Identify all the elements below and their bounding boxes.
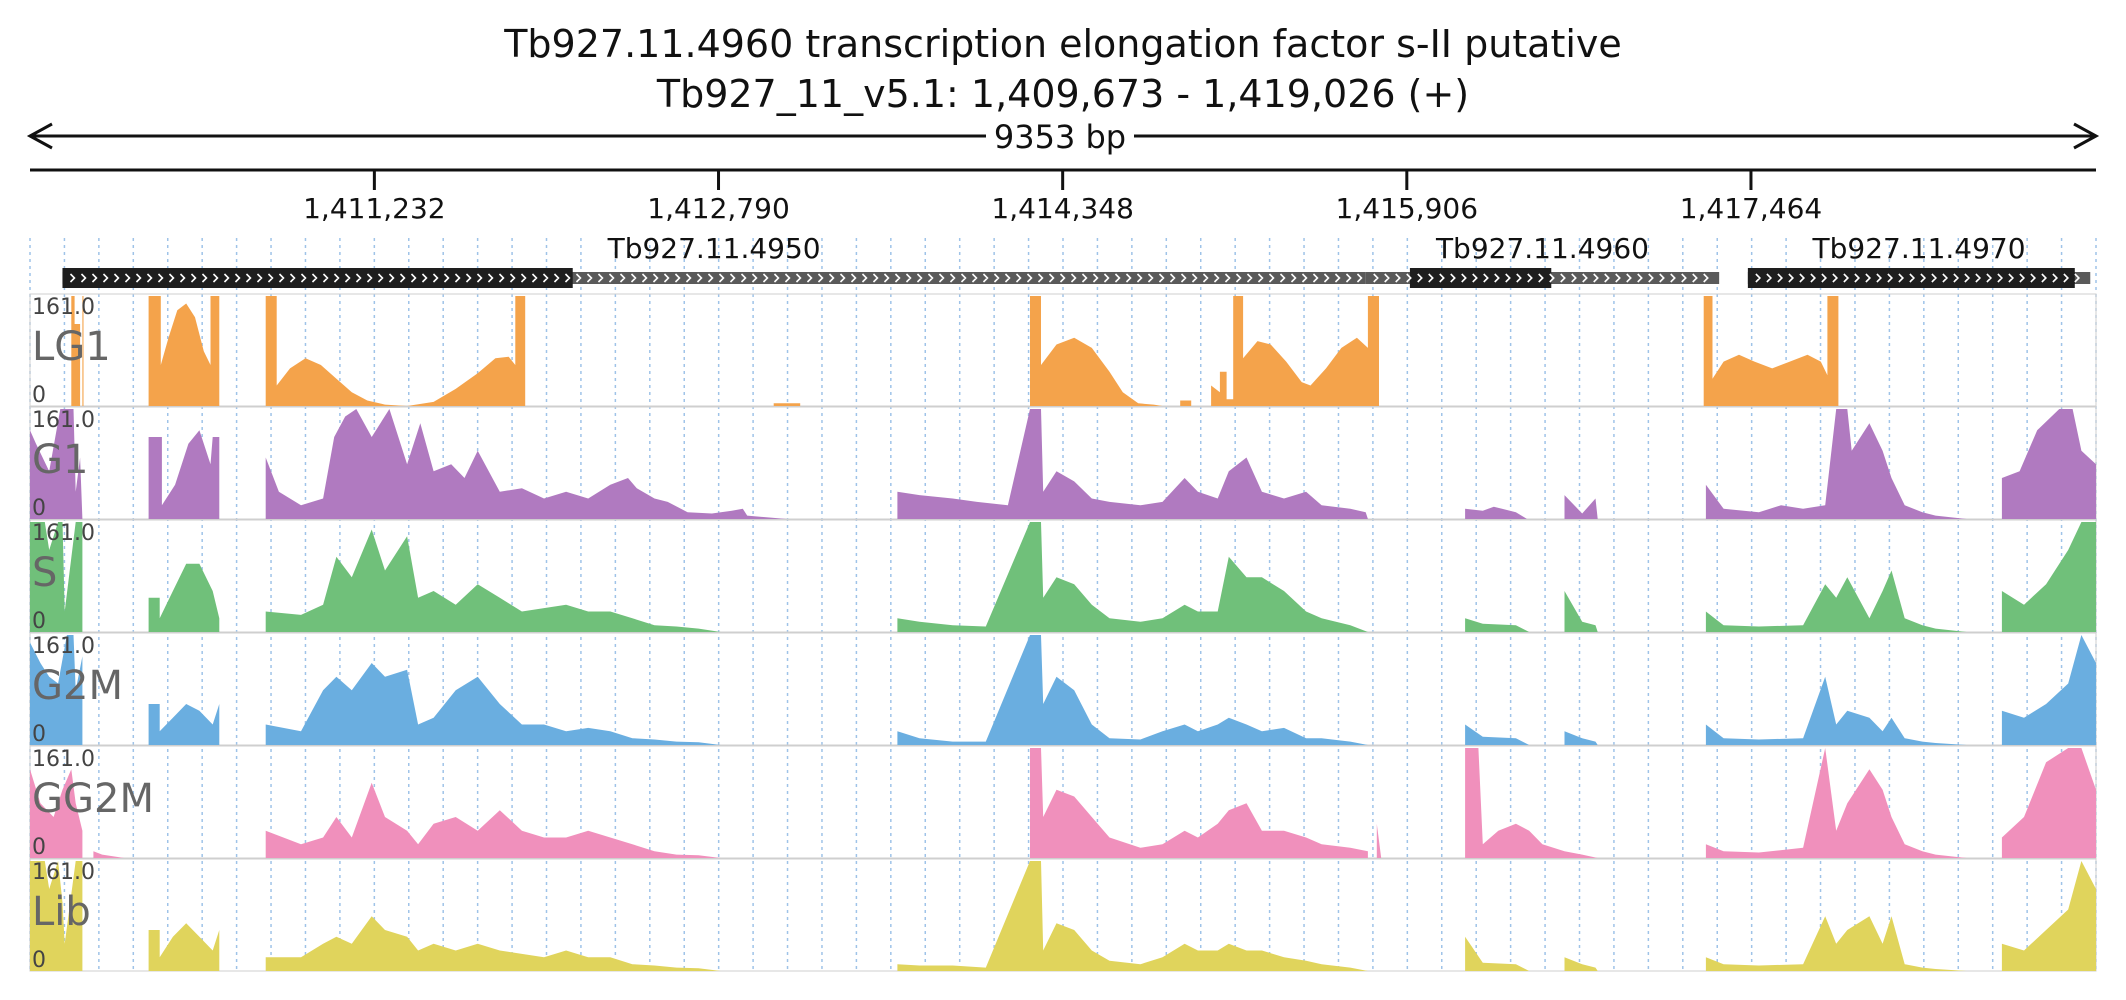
coverage-area (30, 409, 2096, 519)
chart-subtitle: Tb927_11_v5.1: 1,409,673 - 1,419,026 (+) (656, 72, 1470, 116)
track-ymax-label: 161.0 (32, 634, 95, 659)
coverage-area (30, 635, 2096, 745)
track-ymax-label: 161.0 (32, 860, 95, 885)
span-length-label: 9353 bp (994, 118, 1126, 156)
axis-tick-label: 1,414,348 (991, 192, 1134, 225)
track-ymin-label: 0 (32, 722, 46, 747)
gene-cds (1747, 268, 2075, 288)
axis-tick-label: 1,412,790 (647, 192, 790, 225)
track-name-label: G1 (32, 437, 88, 483)
track-name-label: GG2M (32, 776, 154, 822)
axis-tick-label: 1,411,232 (303, 192, 446, 225)
span-arrow-left-head (26, 122, 53, 150)
chart-title: Tb927.11.4960 transcription elongation f… (504, 22, 1622, 66)
track-ymax-label: 161.0 (32, 295, 95, 320)
track-name-label: Lib (32, 889, 91, 935)
gene-label: Tb927.11.4950 (607, 232, 821, 265)
span-label-bg (986, 118, 1134, 154)
track-ymax-label: 161.0 (32, 521, 95, 546)
track-ymin-label: 0 (32, 948, 46, 973)
track-ymin-label: 0 (32, 383, 46, 408)
gene-label: Tb927.11.4960 (1435, 232, 1649, 265)
coverage-area (30, 861, 2096, 971)
track-ymin-label: 0 (32, 835, 46, 860)
track-ymin-label: 0 (32, 609, 46, 634)
track-ymin-label: 0 (32, 496, 46, 521)
track-ymax-label: 161.0 (32, 408, 95, 433)
gene-label: Tb927.11.4970 (1812, 232, 2026, 265)
coverage-area (30, 748, 2096, 858)
gene-cds (1409, 268, 1552, 288)
strand-chevrons (1373, 273, 1709, 283)
span-arrow-right-head (2073, 122, 2100, 150)
track-name-label: S (32, 550, 57, 596)
axis-tick-label: 1,417,464 (1680, 192, 1823, 225)
track-ymax-label: 161.0 (32, 747, 95, 772)
strand-chevrons (1755, 273, 2081, 283)
track-name-label: G2M (32, 663, 123, 709)
track-name-label: LG1 (32, 324, 111, 370)
strand-chevrons (69, 273, 1363, 283)
coverage-area (30, 522, 2096, 632)
coverage-area (30, 296, 2096, 406)
axis-tick-label: 1,415,906 (1336, 192, 1479, 225)
